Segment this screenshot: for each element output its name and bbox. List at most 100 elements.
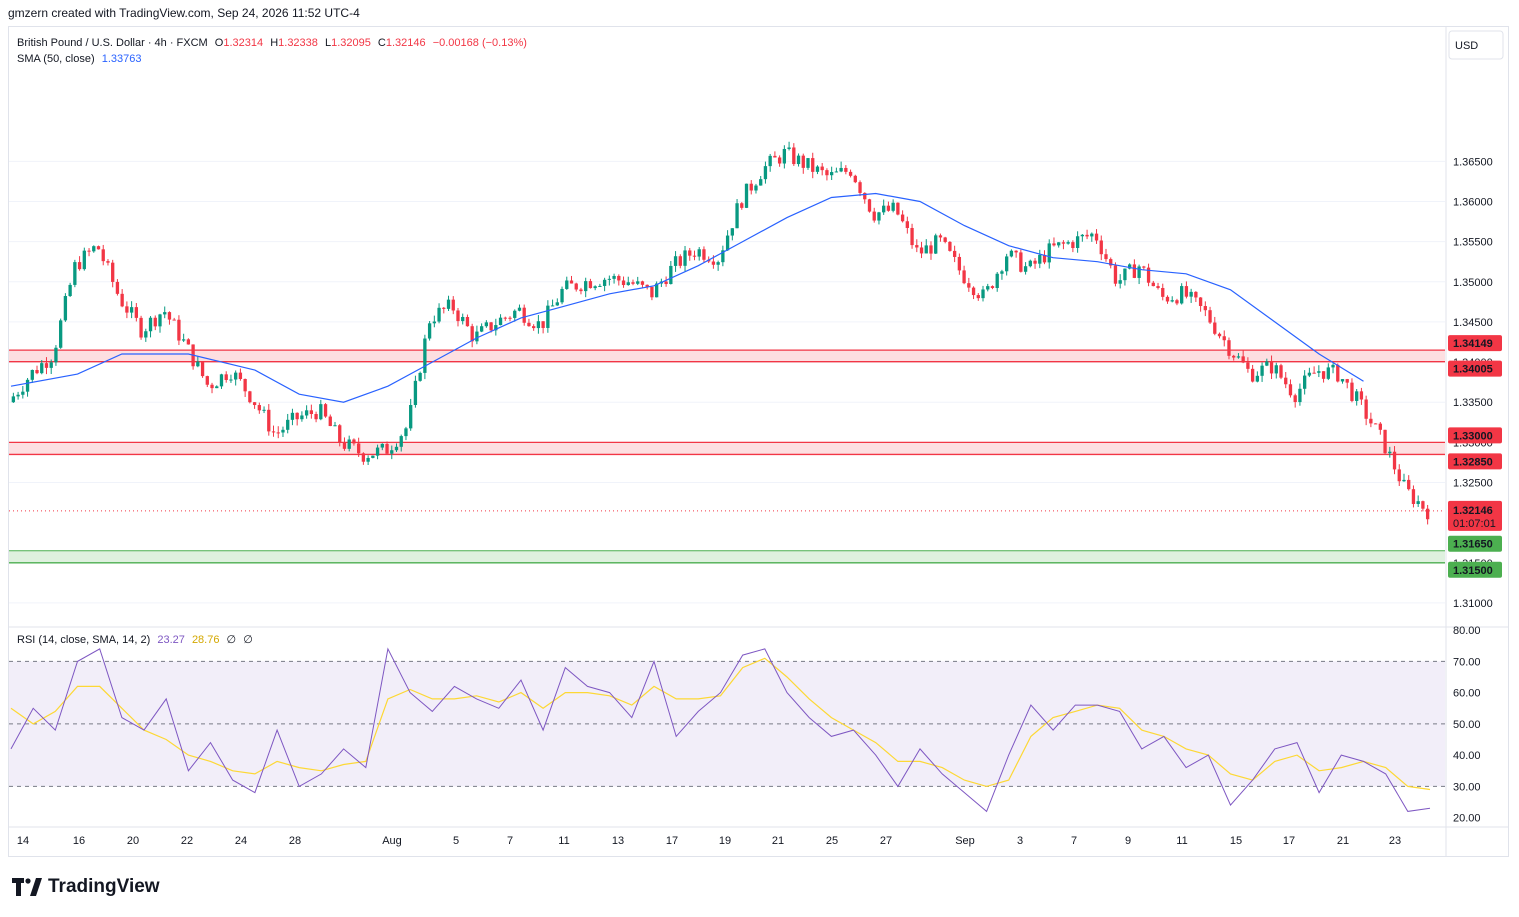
candle-body[interactable]: [205, 376, 209, 385]
candle-body[interactable]: [1175, 300, 1179, 304]
candle-body[interactable]: [437, 307, 441, 322]
candle-body[interactable]: [1165, 296, 1170, 302]
candle-body[interactable]: [1416, 501, 1420, 504]
rsi-sma-line[interactable]: [10, 657, 1431, 791]
candle-body[interactable]: [943, 237, 947, 242]
candle-body[interactable]: [475, 331, 479, 342]
candle-body[interactable]: [569, 280, 574, 284]
candle-body[interactable]: [1364, 399, 1368, 419]
candle-body[interactable]: [224, 374, 228, 381]
candle-body[interactable]: [811, 158, 815, 172]
candle-body[interactable]: [356, 443, 361, 454]
candle-body[interactable]: [688, 250, 692, 256]
candle-body[interactable]: [385, 443, 389, 454]
candle-body[interactable]: [494, 325, 498, 331]
candle-body[interactable]: [44, 363, 49, 368]
candle-body[interactable]: [1028, 260, 1032, 267]
candle-body[interactable]: [446, 299, 451, 309]
candle-body[interactable]: [40, 363, 44, 374]
candle-body[interactable]: [361, 453, 366, 462]
candle-body[interactable]: [271, 431, 276, 433]
resistance-lower-zone[interactable]: [9, 442, 1445, 455]
candle-body[interactable]: [1407, 479, 1411, 490]
candle-body[interactable]: [986, 286, 990, 290]
candle-body[interactable]: [238, 372, 243, 380]
candle-body[interactable]: [863, 192, 867, 200]
candle-body[interactable]: [844, 167, 848, 172]
candle-body[interactable]: [612, 275, 616, 279]
candle-body[interactable]: [962, 270, 966, 284]
candle-body[interactable]: [550, 305, 555, 307]
candle-body[interactable]: [981, 289, 985, 299]
candle-body[interactable]: [314, 414, 318, 420]
candle-body[interactable]: [995, 273, 999, 289]
candle-body[interactable]: [229, 379, 233, 381]
candle-body[interactable]: [546, 305, 550, 328]
candle-body[interactable]: [1203, 306, 1207, 311]
candle-body[interactable]: [276, 432, 280, 434]
candle-body[interactable]: [432, 321, 436, 324]
candle-body[interactable]: [1227, 340, 1231, 356]
candle-body[interactable]: [640, 281, 645, 285]
candle-body[interactable]: [1184, 286, 1189, 297]
candle-body[interactable]: [740, 203, 744, 208]
candle-body[interactable]: [82, 250, 86, 270]
candle-body[interactable]: [1047, 243, 1051, 263]
candle-body[interactable]: [423, 338, 427, 373]
currency-box[interactable]: [1448, 30, 1504, 60]
candle-body[interactable]: [1156, 286, 1160, 288]
candle-body[interactable]: [300, 415, 304, 420]
candle-body[interactable]: [721, 250, 725, 263]
candle-body[interactable]: [470, 326, 474, 342]
candle-body[interactable]: [286, 419, 290, 430]
candle-body[interactable]: [1260, 365, 1264, 376]
candle-body[interactable]: [479, 326, 484, 332]
candle-body[interactable]: [1170, 300, 1174, 302]
candle-body[interactable]: [749, 183, 753, 191]
candle-body[interactable]: [976, 295, 980, 299]
candle-body[interactable]: [1198, 297, 1203, 307]
candle-body[interactable]: [1146, 267, 1151, 283]
candle-body[interactable]: [1151, 282, 1155, 287]
candle-body[interactable]: [673, 256, 678, 266]
candle-body[interactable]: [503, 317, 507, 319]
candle-body[interactable]: [891, 202, 895, 211]
candle-body[interactable]: [1085, 234, 1089, 237]
candle-body[interactable]: [1213, 322, 1217, 334]
candle-body[interactable]: [1109, 259, 1113, 266]
candle-body[interactable]: [508, 317, 512, 319]
candle-body[interactable]: [63, 296, 68, 321]
candle-body[interactable]: [1061, 242, 1066, 244]
candle-body[interactable]: [711, 261, 716, 265]
candle-body[interactable]: [1090, 233, 1094, 237]
symbol-label[interactable]: British Pound / U.S. Dollar · 4h · FXCM: [17, 37, 208, 49]
candle-body[interactable]: [1336, 364, 1340, 382]
candle-body[interactable]: [1350, 382, 1354, 401]
candle-body[interactable]: [1071, 242, 1075, 249]
candle-body[interactable]: [910, 227, 914, 246]
candle-body[interactable]: [1345, 379, 1349, 383]
rsi-label[interactable]: RSI (14, close, SMA, 14, 2): [17, 634, 151, 646]
candle-body[interactable]: [1057, 242, 1061, 246]
candle-body[interactable]: [1094, 233, 1099, 241]
candle-body[interactable]: [1383, 429, 1387, 454]
candle-body[interactable]: [872, 211, 876, 221]
candle-body[interactable]: [1180, 286, 1184, 304]
support-zone[interactable]: [9, 550, 1445, 563]
candle-body[interactable]: [882, 205, 886, 213]
candle-body[interactable]: [867, 199, 872, 212]
candle-body[interactable]: [645, 284, 649, 287]
candle-body[interactable]: [1232, 355, 1236, 358]
candle-body[interactable]: [1378, 423, 1382, 430]
candle-body[interactable]: [602, 279, 607, 286]
candle-body[interactable]: [782, 148, 787, 164]
candle-body[interactable]: [631, 282, 635, 284]
candle-body[interactable]: [59, 320, 63, 348]
candle-body[interactable]: [375, 447, 380, 456]
candle-body[interactable]: [1000, 271, 1004, 274]
candle-body[interactable]: [267, 409, 271, 432]
candle-body[interactable]: [702, 249, 706, 260]
candle-body[interactable]: [1411, 489, 1416, 504]
candle-body[interactable]: [1402, 479, 1406, 482]
candle-body[interactable]: [498, 317, 503, 326]
